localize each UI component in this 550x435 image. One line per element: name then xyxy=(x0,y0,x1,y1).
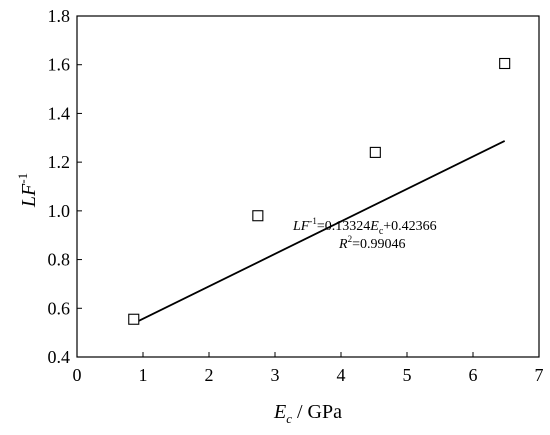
fit-line xyxy=(133,140,506,325)
x-tick-label: 0 xyxy=(73,365,82,385)
eq-intercept: +0.42366 xyxy=(383,219,436,234)
eq-e-sub: c xyxy=(379,226,384,237)
y-tick-label: 1.8 xyxy=(48,6,71,26)
x-tick-label: 6 xyxy=(469,365,478,385)
eq-e: E xyxy=(369,219,379,234)
x-tick-label: 2 xyxy=(205,365,214,385)
r2-r: R xyxy=(338,237,348,252)
y-tick-label: 0.6 xyxy=(48,298,71,318)
r2-value: =0.99046 xyxy=(352,237,405,252)
data-point xyxy=(128,313,140,325)
ticks-layer: 0 1 2 3 4 5 6 7 0.4 0.6 0.8 1.0 1.2 1.4 1.6 1.8 xyxy=(48,6,544,385)
y-tick-label: 1.0 xyxy=(48,201,71,221)
eq-lf: LF xyxy=(292,219,310,234)
y-axis-title: LF-1 xyxy=(15,173,40,208)
y-tick-label: 0.8 xyxy=(48,250,71,270)
fit-layer xyxy=(133,140,506,325)
y-tick-label: 1.6 xyxy=(48,55,71,75)
data-point xyxy=(369,146,381,158)
y-tick-label: 0.4 xyxy=(48,347,71,367)
eq-lf-sup: -1 xyxy=(309,216,317,226)
x-title-main: E xyxy=(273,401,286,423)
x-tick-label: 7 xyxy=(535,365,544,385)
y-title-sup: -1 xyxy=(15,173,30,184)
x-axis-title: Ec / GPa xyxy=(273,401,342,426)
fit-equation: LF-1=0.13324Ec+0.42366 xyxy=(292,216,437,237)
plot-frame xyxy=(76,15,540,358)
r-squared: R2=0.99046 xyxy=(338,234,405,252)
r2-sup: 2 xyxy=(348,234,353,244)
x-tick-label: 1 xyxy=(139,365,148,385)
y-tick-label: 1.4 xyxy=(48,103,71,123)
x-tick-label: 3 xyxy=(271,365,280,385)
data-point xyxy=(252,210,264,222)
x-title-rest: / GPa xyxy=(292,401,342,423)
y-tick-label: 1.2 xyxy=(48,152,71,172)
marker-layer xyxy=(128,57,511,325)
eq-slope: =0.13324 xyxy=(317,219,370,234)
x-tick-label: 5 xyxy=(403,365,412,385)
x-tick-label: 4 xyxy=(337,365,346,385)
x-title-sub: c xyxy=(286,411,292,426)
data-point xyxy=(499,57,511,70)
y-title-main: LF xyxy=(18,183,40,208)
